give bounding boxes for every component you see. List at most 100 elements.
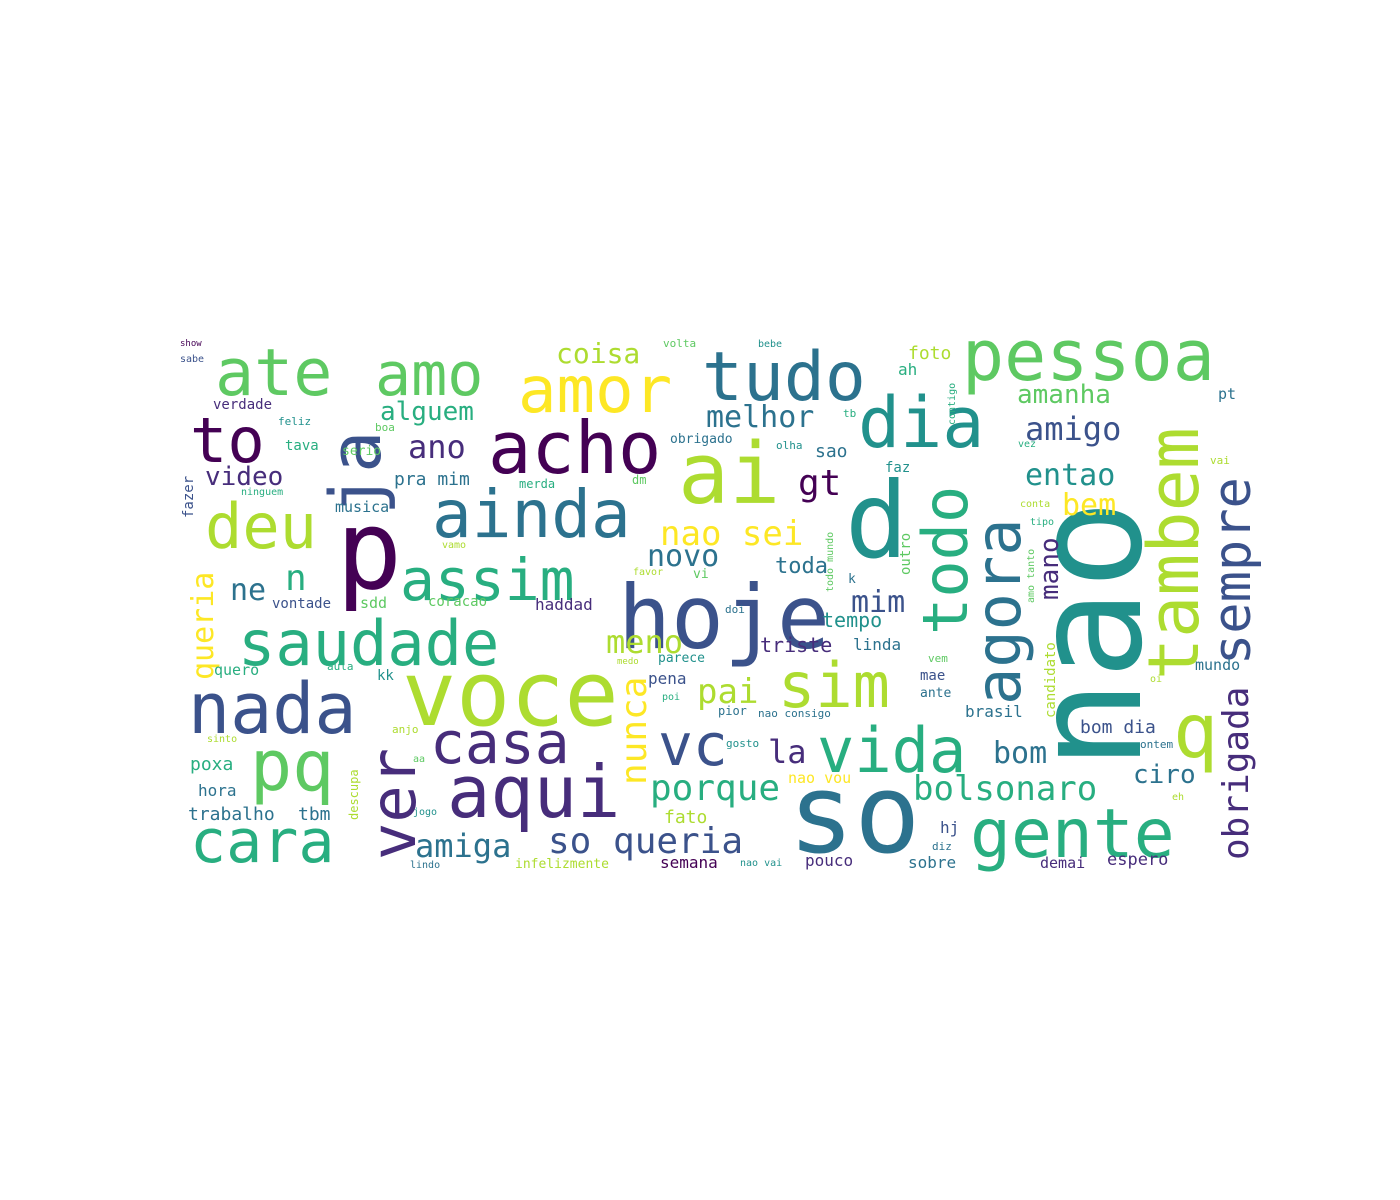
word-ja: ja: [315, 431, 397, 515]
word-nao-sei: nao sei: [660, 514, 803, 554]
word-ano: ano: [408, 428, 466, 466]
word-parece: parece: [658, 651, 705, 666]
word-sempre: sempre: [1203, 477, 1263, 665]
word-ai: ai: [678, 425, 780, 524]
word-nao-consigo: nao consigo: [758, 707, 831, 720]
word-bem: bem: [1062, 488, 1116, 523]
word-aula: aula: [327, 660, 354, 673]
word-sao: sao: [815, 441, 848, 462]
word-assim: assim: [400, 546, 575, 614]
word-toda: toda: [775, 554, 828, 579]
word-nao-vai: nao vai: [740, 858, 782, 869]
word-pouco: pouco: [805, 851, 853, 870]
word-semana: semana: [660, 853, 718, 872]
word-ainda: ainda: [432, 476, 631, 553]
word-todo: todo: [909, 486, 982, 635]
word-pq: pq: [250, 725, 334, 807]
word-mundo: mundo: [1195, 656, 1240, 674]
word-amo: amo: [375, 340, 483, 410]
word-bolsonaro: bolsonaro: [913, 769, 1097, 809]
word-poi: poi: [662, 692, 680, 703]
word-infelizmente: infelizmente: [515, 857, 609, 872]
word-meno: meno: [606, 623, 683, 661]
word-q: q: [1173, 687, 1218, 775]
word-novo: novo: [647, 539, 719, 574]
word-serio: serio: [342, 444, 381, 459]
word-vem: vem: [928, 652, 948, 665]
word-sobre: sobre: [908, 853, 956, 872]
word-conta: conta: [1020, 499, 1050, 510]
word-trabalho: trabalho: [188, 804, 275, 825]
word-vamo: vamo: [442, 540, 466, 551]
word-obrigado: obrigado: [670, 432, 733, 447]
word-obrigada: obrigada: [1216, 687, 1257, 860]
word-video: video: [205, 462, 283, 492]
word-olha: olha: [776, 439, 803, 452]
word-ante: ante: [920, 686, 951, 701]
word-merda: merda: [519, 477, 555, 491]
word-pra-mim: pra mim: [394, 469, 470, 490]
word-boa: boa: [375, 421, 395, 434]
word-nao-vou: nao vou: [788, 769, 851, 787]
word-gente: gente: [970, 795, 1175, 874]
word-ontem: ontem: [1140, 738, 1173, 751]
word-brasil: brasil: [965, 702, 1023, 721]
word-vi: vi: [693, 567, 709, 582]
word-bebe: bebe: [758, 339, 782, 350]
word-nada: nada: [188, 668, 357, 750]
word-aqui: aqui: [447, 750, 620, 834]
word-to: to: [190, 404, 265, 477]
word-tbm: tbm: [298, 804, 331, 825]
word-k: k: [848, 572, 856, 587]
word-verdade: verdade: [213, 397, 272, 413]
word-mae: mae: [920, 668, 945, 684]
word-tb: tb: [843, 407, 856, 420]
word-favor: favor: [633, 567, 663, 578]
word-fazer: fazer: [181, 476, 197, 518]
word-descupa: descupa: [347, 769, 361, 820]
word-pt: pt: [1218, 385, 1236, 403]
word-show: show: [180, 339, 202, 349]
word-saudade: saudade: [238, 607, 499, 680]
word-sabe: sabe: [180, 354, 204, 365]
word-hoje: hoje: [618, 566, 830, 669]
word-queria: queria: [186, 572, 221, 680]
word-entao: entao: [1025, 458, 1115, 493]
word-mano: mano: [1035, 537, 1065, 600]
word-lindo: lindo: [410, 860, 440, 871]
word-so: so: [788, 750, 920, 878]
word-vontade: vontade: [272, 596, 331, 612]
word-tudo: tudo: [702, 338, 866, 417]
word-dia: dia: [858, 382, 984, 464]
word-feliz: feliz: [278, 415, 311, 428]
word-gosto: gosto: [726, 737, 759, 750]
word-amigo: amigo: [1025, 410, 1121, 448]
word-ate: ate: [215, 336, 332, 411]
word-alguem: alguem: [380, 397, 474, 427]
word-ver: ver: [357, 748, 430, 860]
word-p: p: [336, 486, 402, 614]
word-amor: amor: [518, 354, 672, 428]
word-acho: acho: [488, 406, 661, 490]
word-sdd: sdd: [360, 594, 387, 612]
word-volta: volta: [663, 337, 696, 350]
word-vez: vez: [1018, 439, 1036, 450]
word-d: d: [845, 460, 908, 582]
word-triste: triste: [760, 633, 832, 657]
word-pena: pena: [648, 669, 687, 688]
word-ciro: ciro: [1133, 760, 1196, 790]
word-sim: sim: [778, 649, 890, 722]
word-outro: outro: [898, 533, 914, 575]
word-bom: bom: [993, 736, 1047, 771]
word-porque: porque: [650, 768, 780, 809]
word-doi: doi: [725, 603, 745, 616]
word-espero: espero: [1107, 850, 1168, 870]
word-quero: quero: [214, 661, 259, 679]
word-tava: tava: [285, 438, 319, 454]
word-coracao: coracao: [428, 594, 487, 610]
word-nao: nao: [1002, 499, 1176, 770]
word-ne: ne: [230, 573, 266, 608]
word-todo-mundo: todo mundo: [825, 532, 836, 592]
word-candidato: candidato: [1043, 642, 1059, 718]
